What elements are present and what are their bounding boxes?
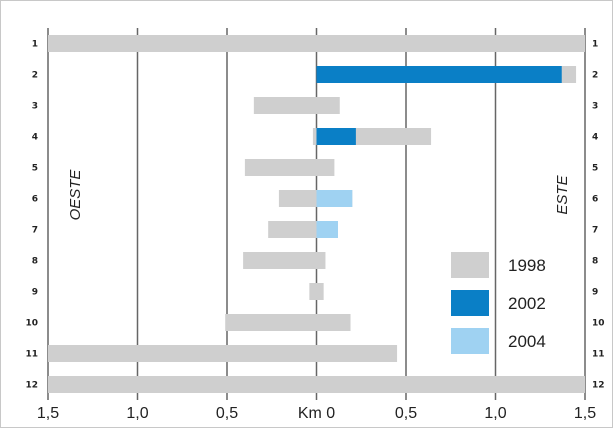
- bar-1998-row-8: [243, 252, 326, 269]
- row-label-right-11: 11: [592, 350, 605, 360]
- bar-1998-row-5: [244, 159, 335, 176]
- row-label-right-12: 12: [592, 381, 605, 391]
- legend-label-2004: 2004: [508, 332, 546, 351]
- x-tick-label-3: Km 0: [298, 405, 335, 422]
- row-label-left-1: 1: [32, 40, 38, 50]
- x-tick-label-6: 1,5: [574, 405, 596, 422]
- legend-swatch-2004: [451, 328, 489, 354]
- bar-2002-row-4: [316, 128, 356, 145]
- x-tick-label-2: 0,5: [216, 405, 238, 422]
- bar-1998-row-12: [48, 376, 585, 393]
- row-label-right-6: 6: [592, 195, 598, 205]
- bar-1998-row-3: [253, 97, 340, 114]
- x-tick-labels: 1,5 1,0 0,5 Km 0 0,5 1,0 1,5: [37, 405, 596, 422]
- row-label-left-11: 11: [25, 350, 38, 360]
- row-label-left-7: 7: [32, 226, 38, 236]
- west-label: OESTE: [67, 169, 84, 221]
- bar-1998-row-1: [48, 35, 585, 52]
- row-label-left-5: 5: [32, 164, 38, 174]
- legend-label-2002: 2002: [508, 294, 546, 313]
- row-label-left-3: 3: [32, 102, 38, 112]
- row-label-left-9: 9: [32, 288, 38, 298]
- bar-2002-row-2: [316, 66, 562, 83]
- legend-label-1998: 1998: [508, 256, 546, 275]
- row-label-left-4: 4: [32, 133, 38, 143]
- row-label-right-8: 8: [592, 257, 598, 267]
- legend: 1998 2002 2004: [451, 252, 546, 354]
- row-label-left-8: 8: [32, 257, 38, 267]
- bar-2004-row-6: [316, 190, 353, 207]
- row-label-right-1: 1: [592, 40, 598, 50]
- row-label-left-6: 6: [32, 195, 38, 205]
- row-label-right-4: 4: [592, 133, 598, 143]
- east-label: ESTE: [554, 174, 571, 214]
- legend-swatch-2002: [451, 290, 489, 316]
- row-label-right-7: 7: [592, 226, 598, 236]
- grid-lines: [47, 28, 586, 400]
- bar-2004-row-7: [316, 221, 338, 238]
- x-tick-label-1: 1,0: [126, 405, 148, 422]
- x-tick-label-4: 0,5: [395, 405, 417, 422]
- row-label-left-10: 10: [25, 319, 38, 329]
- row-label-left-12: 12: [25, 381, 38, 391]
- x-tick-label-0: 1,5: [37, 405, 59, 422]
- row-label-right-5: 5: [592, 164, 598, 174]
- row-label-right-3: 3: [592, 102, 598, 112]
- row-label-right-10: 10: [592, 319, 605, 329]
- bar-1998-row-10: [225, 314, 351, 331]
- row-label-right-2: 2: [592, 71, 598, 81]
- bar-1998-row-11: [48, 345, 398, 362]
- legend-swatch-1998: [451, 252, 489, 278]
- bar-1998-row-9: [309, 283, 324, 300]
- row-label-right-9: 9: [592, 288, 598, 298]
- x-tick-label-5: 1,0: [484, 405, 506, 422]
- row-label-left-2: 2: [32, 71, 38, 81]
- bar-marks: [48, 35, 585, 393]
